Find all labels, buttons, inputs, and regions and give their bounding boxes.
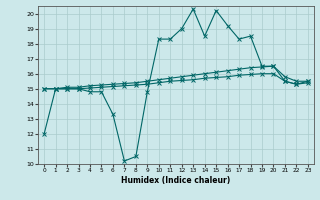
X-axis label: Humidex (Indice chaleur): Humidex (Indice chaleur) (121, 176, 231, 185)
